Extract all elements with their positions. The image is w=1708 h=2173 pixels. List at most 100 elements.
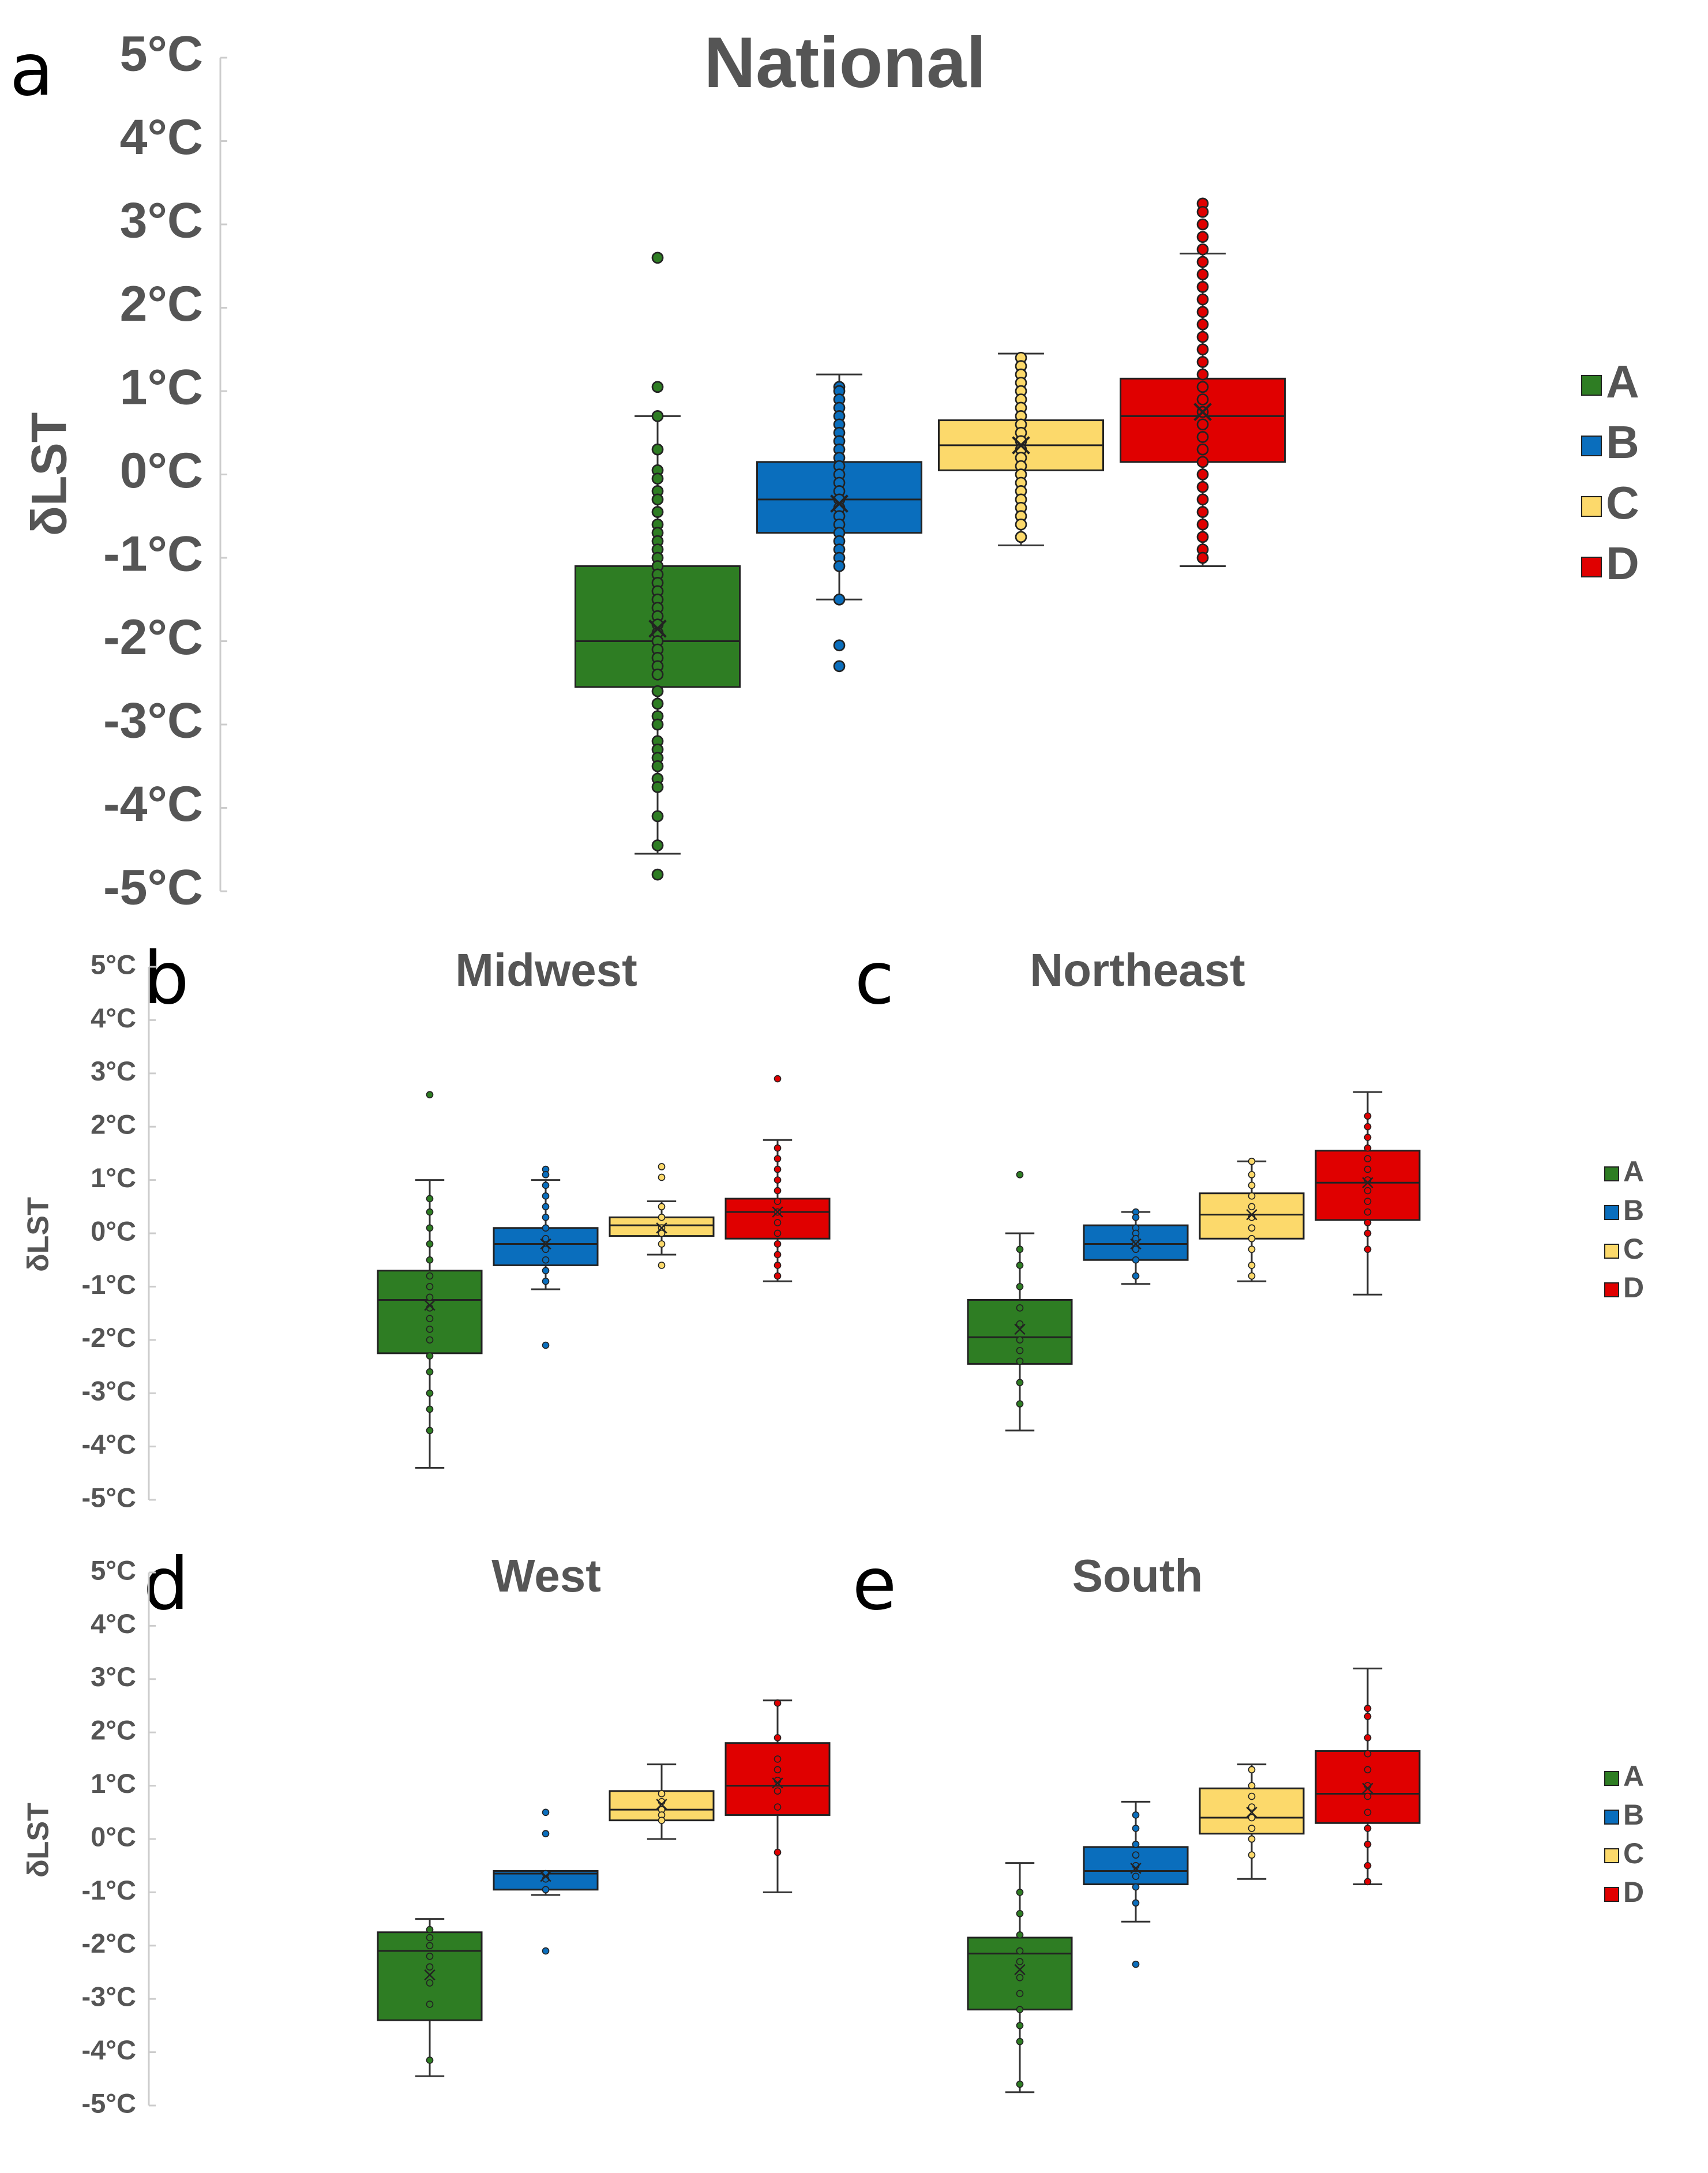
panel-d-y-tick-label: 0°C bbox=[91, 1821, 136, 1852]
panel-a-point-D bbox=[1196, 431, 1209, 443]
panel-c-point-A bbox=[1016, 1171, 1024, 1179]
panel-c-legend-label-D: D bbox=[1623, 1271, 1644, 1304]
panel-c-box-B bbox=[1083, 1208, 1189, 1285]
panel-a-point-D bbox=[1196, 456, 1209, 468]
panel-e-point-C bbox=[1248, 1835, 1256, 1843]
panel-b-mean-B bbox=[540, 1238, 551, 1250]
panel-b-point-A bbox=[426, 1315, 434, 1323]
panel-b-point-B bbox=[542, 1277, 550, 1285]
panel-c-point-D bbox=[1364, 1112, 1372, 1120]
panel-b-point-D bbox=[774, 1251, 782, 1259]
panel-c-point-D bbox=[1364, 1134, 1372, 1142]
panel-c-mean-C bbox=[1246, 1209, 1257, 1221]
panel-a-point-C bbox=[1015, 518, 1027, 531]
panel-a-point-A bbox=[651, 810, 664, 823]
panel-d-point-A bbox=[426, 1926, 434, 1934]
panel-b-point-B bbox=[542, 1213, 550, 1221]
panel-a-y-tick-label: -1°C bbox=[103, 527, 203, 582]
panel-e-box-C bbox=[1199, 1763, 1305, 1880]
panel-c-point-C bbox=[1248, 1272, 1256, 1280]
panel-a-y-tick-label: 4°C bbox=[120, 110, 203, 165]
panel-c-point-A bbox=[1016, 1304, 1024, 1312]
panel-d-mean-B bbox=[540, 1870, 551, 1882]
panel-b-point-A bbox=[426, 1368, 434, 1376]
panel-a-point-D bbox=[1196, 343, 1209, 356]
panel-a-legend-swatch-C bbox=[1581, 496, 1602, 517]
panel-e-legend-label-C: C bbox=[1623, 1837, 1644, 1870]
panel-e-point-A bbox=[1016, 2037, 1024, 2046]
panel-a-point-D bbox=[1196, 306, 1209, 318]
panel-c-mean-B bbox=[1130, 1238, 1142, 1250]
panel-a-point-D bbox=[1196, 551, 1209, 564]
panel-c-point-C bbox=[1248, 1224, 1256, 1232]
panel-e-point-C bbox=[1248, 1851, 1256, 1859]
panel-b-point-B bbox=[542, 1256, 550, 1264]
panel-b-point-C bbox=[658, 1240, 666, 1248]
panel-c-point-B bbox=[1132, 1272, 1140, 1280]
panel-c-point-A bbox=[1016, 1336, 1024, 1344]
panel-b-point-B bbox=[542, 1267, 550, 1275]
panel-e-title: South bbox=[1072, 1550, 1203, 1601]
panel-a-legend-label-D: D bbox=[1606, 538, 1639, 589]
panel-d-box-B bbox=[493, 1808, 599, 1955]
panel-c-point-A bbox=[1016, 1320, 1024, 1328]
panel-c-point-A bbox=[1016, 1357, 1024, 1365]
panel-d-mean-C bbox=[656, 1799, 667, 1810]
panel-e-mean-D bbox=[1362, 1782, 1373, 1794]
panel-c-point-B bbox=[1132, 1256, 1140, 1264]
panel-d-mean-A bbox=[424, 1969, 436, 1981]
panel-d-point-B bbox=[542, 1830, 550, 1838]
panel-c-point-D bbox=[1364, 1123, 1372, 1131]
panel-b-y-tick-label: -4°C bbox=[81, 1429, 136, 1459]
panel-c-legend-label-C: C bbox=[1623, 1233, 1644, 1265]
panel-a-y-tick-label: -3°C bbox=[103, 693, 203, 749]
panel-a-point-A bbox=[651, 668, 664, 681]
panel-a-point-D bbox=[1196, 218, 1209, 231]
panel-b-point-B bbox=[542, 1192, 550, 1200]
panel-d-point-D bbox=[774, 1734, 782, 1742]
panel-a-point-D bbox=[1196, 506, 1209, 518]
panel-b-point-B bbox=[542, 1181, 550, 1189]
panel-a-box-A bbox=[575, 252, 741, 881]
panel-c-box-A bbox=[967, 1171, 1073, 1432]
panel-e-point-C bbox=[1248, 1814, 1256, 1822]
panel-e-legend-swatch-C bbox=[1604, 1848, 1619, 1863]
panel-c-legend-label-B: B bbox=[1623, 1194, 1644, 1226]
panel-b-y-axis-label: δLST bbox=[22, 1197, 55, 1272]
panel-c-point-D bbox=[1364, 1219, 1372, 1226]
panel-c-legend-swatch-B bbox=[1604, 1205, 1619, 1220]
panel-c-box-C bbox=[1199, 1157, 1305, 1282]
panel-a-y-tick-label: 0°C bbox=[120, 443, 203, 498]
panel-b-point-A bbox=[426, 1195, 434, 1203]
panel-a-point-D bbox=[1196, 518, 1209, 531]
panel-e-point-D bbox=[1364, 1705, 1372, 1712]
panel-e-point-A bbox=[1016, 1990, 1024, 1998]
panel-d-point-A bbox=[426, 1942, 434, 1950]
panel-b-point-A bbox=[426, 1224, 434, 1232]
panel-c-legend-swatch-A bbox=[1604, 1166, 1619, 1181]
panel-a-point-A bbox=[651, 472, 664, 485]
panel-e-point-B bbox=[1132, 1840, 1140, 1848]
panel-a-box-C bbox=[938, 351, 1104, 546]
panel-a-point-D bbox=[1196, 356, 1209, 368]
panel-a-point-D bbox=[1196, 393, 1209, 406]
panel-c-point-A bbox=[1016, 1245, 1024, 1253]
panel-b-point-A bbox=[426, 1352, 434, 1360]
panel-a-point-D bbox=[1196, 293, 1209, 306]
panel-a-title: National bbox=[704, 23, 986, 103]
panel-b-point-A bbox=[426, 1405, 434, 1413]
panel-a-point-D bbox=[1196, 268, 1209, 281]
panel-b-point-C bbox=[658, 1203, 666, 1211]
panel-c-point-C bbox=[1248, 1171, 1256, 1179]
panel-a-point-D bbox=[1196, 443, 1209, 456]
panel-e-point-A bbox=[1016, 2006, 1024, 2014]
panel-c-letter: c bbox=[855, 937, 895, 1020]
panel-b-point-A bbox=[426, 1283, 434, 1290]
panel-d-y-axis-label: δLST bbox=[22, 1803, 55, 1878]
panel-d-y-tick-label: 5°C bbox=[91, 1555, 136, 1585]
panel-a-point-A bbox=[651, 410, 664, 422]
panel-a-mean-A bbox=[648, 619, 667, 638]
panel-a-point-A bbox=[651, 781, 664, 793]
panel-b-y-tick-label: 3°C bbox=[91, 1056, 136, 1086]
panel-a-point-D bbox=[1196, 531, 1209, 543]
